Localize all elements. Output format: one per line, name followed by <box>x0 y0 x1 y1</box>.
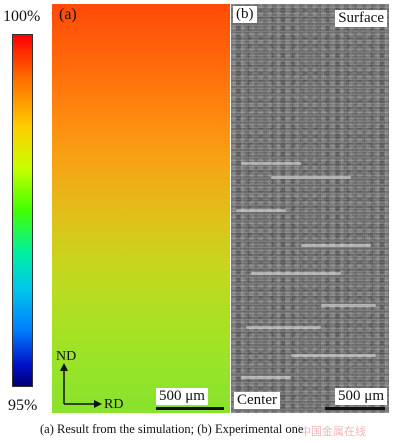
axis-rd-label: RD <box>104 397 124 412</box>
micrograph-panel: (b) Surface Center 500 μm <box>231 4 389 413</box>
legend-top-label: 100% <box>3 8 41 25</box>
axis-nd-label: ND <box>56 349 77 364</box>
scale-bar-a <box>156 407 224 410</box>
watermark: 中国金属在线 <box>300 425 366 438</box>
center-label: Center <box>234 392 280 409</box>
color-legend-bar <box>12 34 33 387</box>
panel-b-label: (b) <box>233 6 257 23</box>
scale-bar-b <box>325 407 385 410</box>
axis-arrows-icon <box>60 363 102 408</box>
panel-a-label: (a) <box>59 6 77 23</box>
simulation-panel: (a) ND RD 500 μm <box>52 4 230 413</box>
figure-caption: (a) Result from the simulation; (b) Expe… <box>40 422 304 436</box>
legend-bottom-label: 95% <box>8 397 38 414</box>
surface-label: Surface <box>335 10 387 27</box>
scale-bar-b-label: 500 μm <box>335 388 387 405</box>
scale-bar-a-label: 500 μm <box>156 388 208 405</box>
